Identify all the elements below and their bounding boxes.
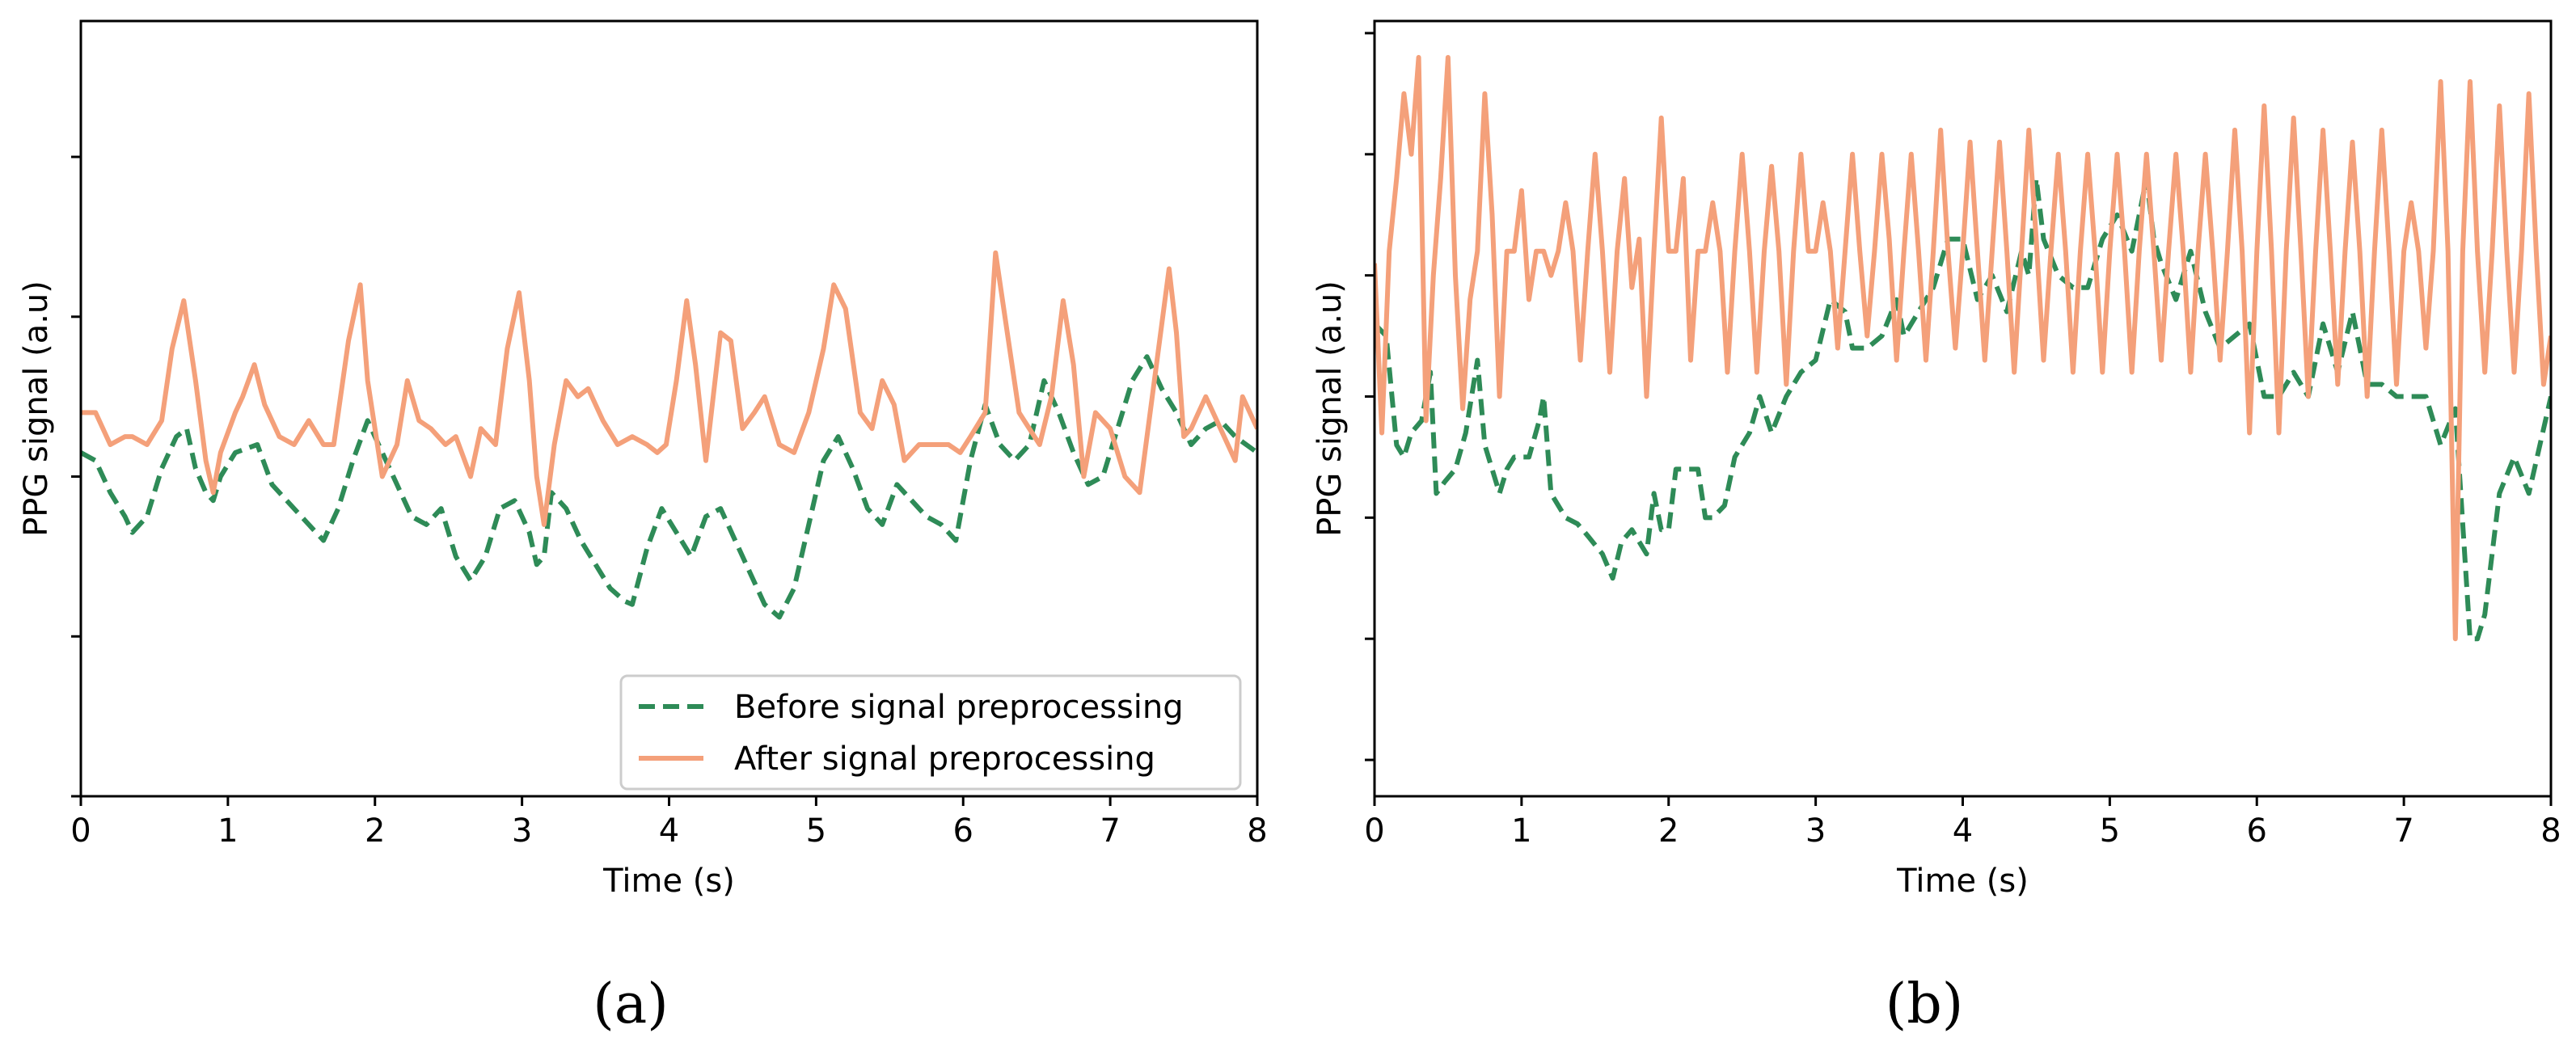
- panel-caption: (b): [1886, 972, 1964, 1036]
- x-tick-label: 4: [659, 812, 679, 850]
- x-tick-label: 5: [2100, 812, 2120, 850]
- panel-a: 0 1 2 3 4 5 6 7 8 Time (s) PPG signal (a.u) (a) Befo…: [18, 19, 1268, 1036]
- x-tick-label: 0: [1364, 812, 1384, 850]
- legend-label: Before signal preprocessing: [734, 689, 1184, 726]
- x-tick-label: 2: [1658, 812, 1679, 850]
- legend-label: After signal preprocessing: [734, 740, 1155, 778]
- x-tick-label: 5: [806, 812, 826, 850]
- x-tick-label: 8: [1247, 812, 1267, 850]
- plot-area: [1375, 55, 2551, 642]
- x-axis-label: Time (s): [602, 863, 735, 900]
- x-tick-label: 4: [1953, 812, 1973, 850]
- x-tick-label: 7: [2393, 812, 2413, 850]
- y-axis-label: PPG signal (a.u): [1311, 281, 1349, 537]
- series-line-after: [1375, 55, 2551, 642]
- series-line-before: [1375, 175, 2551, 642]
- series-line-after: [81, 250, 1257, 527]
- x-tick-label: 1: [217, 812, 238, 850]
- x-tick-label: 1: [1511, 812, 1531, 850]
- legend: Before signal preprocessing After signal …: [619, 674, 1242, 791]
- x-tick-label: 7: [1100, 812, 1120, 850]
- x-tick-label: 0: [70, 812, 91, 850]
- x-tick-label: 3: [1805, 812, 1826, 850]
- x-tick-label: 6: [2247, 812, 2267, 850]
- series-line-before: [81, 354, 1257, 620]
- y-axis-label: PPG signal (a.u): [18, 281, 55, 537]
- x-tick-label: 3: [512, 812, 532, 850]
- plot-area: [81, 250, 1257, 620]
- panel-caption: (a): [593, 972, 669, 1036]
- x-tick-label: 6: [953, 812, 973, 850]
- x-tick-label: 2: [365, 812, 385, 850]
- panel-b: 0 1 2 3 4 5 6 7 8 Time (s) PPG signal (a.u) (b): [1311, 19, 2561, 1036]
- x-tick-label: 8: [2540, 812, 2561, 850]
- axes-frame: [1373, 19, 2553, 798]
- x-axis-label: Time (s): [1896, 863, 2029, 900]
- legend-box: [619, 674, 1242, 791]
